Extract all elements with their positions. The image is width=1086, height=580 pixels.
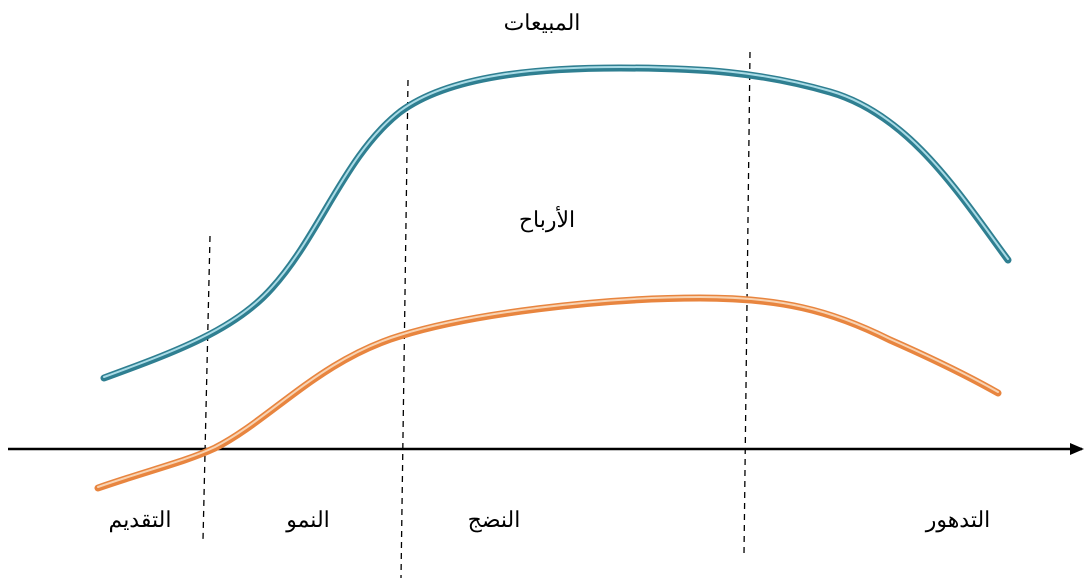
sales-label: المبيعات [504, 10, 581, 35]
stage-label-decline: التدهور [925, 507, 991, 533]
divider-maturity-decline [743, 51, 751, 555]
profits-curve [94, 294, 1002, 492]
profits-label: الأرباح [519, 205, 575, 233]
stage-label-introduction: التقديم [109, 507, 172, 533]
stage-label-growth: النمو [285, 507, 330, 533]
sales-curve [100, 64, 1012, 382]
divider-growth-maturity [400, 79, 409, 579]
divider-intro-growth [202, 235, 211, 541]
stage-label-maturity: النضج [468, 507, 521, 533]
